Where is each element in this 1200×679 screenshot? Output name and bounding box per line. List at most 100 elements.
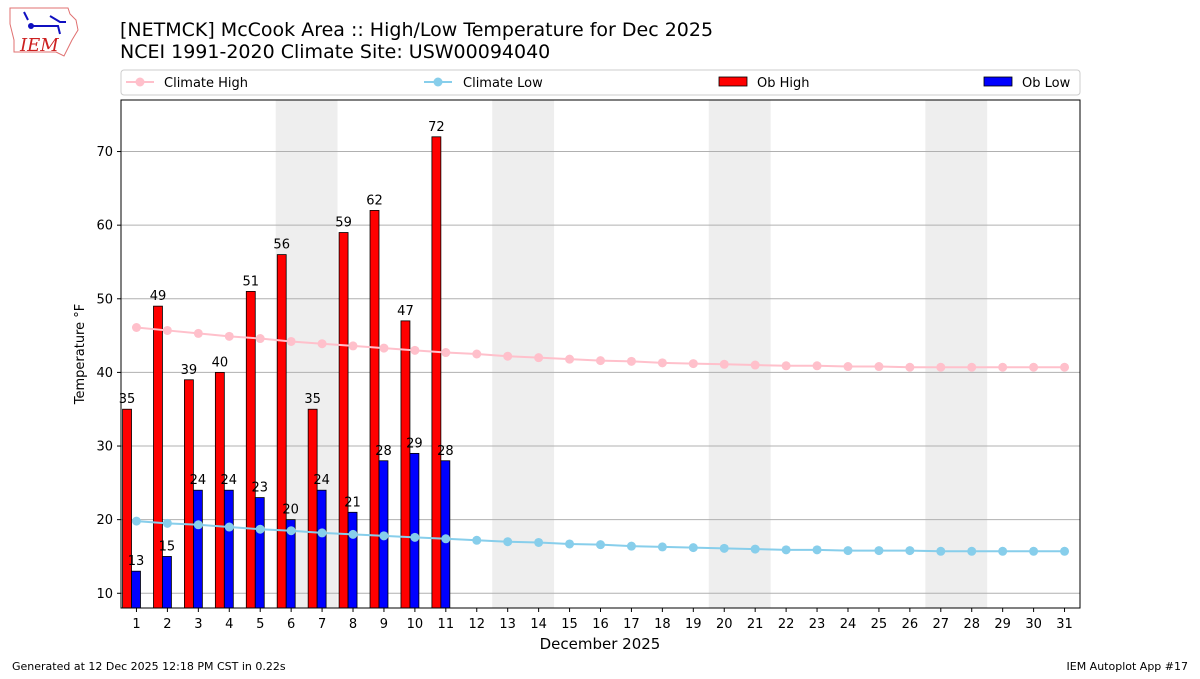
x-tick-label: 2 xyxy=(163,617,171,632)
climate-high-point xyxy=(1060,362,1070,372)
legend-ob-low: Ob Low xyxy=(1022,76,1071,91)
ob-high-label: 35 xyxy=(304,392,321,407)
x-tick-label: 24 xyxy=(840,617,857,632)
climate-low-point xyxy=(131,516,141,526)
climate-high-point xyxy=(967,362,977,372)
y-tick-label: 70 xyxy=(96,145,113,160)
climate-low-point xyxy=(1029,546,1039,556)
x-tick-label: 10 xyxy=(407,617,424,632)
ob-low-bar xyxy=(347,511,358,609)
climate-high-point xyxy=(131,322,141,332)
ob-high-bar xyxy=(153,305,163,609)
ob-low-label: 29 xyxy=(406,436,423,451)
ob-high-label: 56 xyxy=(273,238,290,253)
x-tick-label: 1 xyxy=(132,617,140,632)
x-tick-label: 22 xyxy=(778,617,795,632)
x-tick-label: 20 xyxy=(716,617,733,632)
climate-high-point xyxy=(317,339,327,349)
climate-high-point xyxy=(441,348,451,358)
legend: Climate High Climate Low Ob High Ob Low xyxy=(120,69,1081,96)
x-tick-label: 29 xyxy=(994,617,1011,632)
x-tick-label: 19 xyxy=(685,617,702,632)
ob-high-label: 47 xyxy=(397,304,414,319)
climate-low-point xyxy=(967,546,977,556)
climate-low-point xyxy=(750,544,760,554)
climate-low-point xyxy=(503,537,513,547)
climate-low-point xyxy=(472,535,482,545)
climate-high-point xyxy=(1029,362,1039,372)
ob-low-bar xyxy=(409,452,420,609)
x-tick-label: 13 xyxy=(499,617,516,632)
x-tick-label: 25 xyxy=(871,617,888,632)
y-axis-label: Temperature °F xyxy=(73,304,88,405)
ob-low-label: 20 xyxy=(282,503,299,518)
climate-low-point xyxy=(410,532,420,542)
chart-title: [NETMCK] McCook Area :: High/Low Tempera… xyxy=(120,19,713,41)
climate-low-point xyxy=(688,543,698,553)
climate-low-point xyxy=(534,537,544,547)
footer-app: IEM Autoplot App #17 xyxy=(1067,660,1189,673)
ob-high-bar xyxy=(276,254,287,609)
x-tick-label: 31 xyxy=(1056,617,1073,632)
footer-generated: Generated at 12 Dec 2025 12:18 PM CST in… xyxy=(12,660,286,673)
x-axis-label: December 2025 xyxy=(540,635,661,653)
ob-low-label: 28 xyxy=(437,444,454,459)
ob-high-bar xyxy=(307,408,318,609)
climate-low-point xyxy=(812,545,822,555)
weekend-shading xyxy=(492,100,555,608)
climate-high-point xyxy=(781,361,791,371)
x-tick-label: 27 xyxy=(933,617,950,632)
climate-high-point xyxy=(657,358,667,368)
x-tick-label: 3 xyxy=(194,617,202,632)
climate-high-point xyxy=(348,341,358,351)
ob-high-label: 49 xyxy=(150,289,167,304)
x-tick-label: 17 xyxy=(623,617,640,632)
y-tick-label: 40 xyxy=(96,366,113,381)
climate-low-point xyxy=(905,546,915,556)
ob-high-label: 59 xyxy=(335,216,352,231)
ob-high-bar xyxy=(184,379,194,609)
climate-low-point xyxy=(193,520,203,530)
climate-high-point xyxy=(534,353,544,363)
climate-high-point xyxy=(410,345,420,355)
ob-low-label: 13 xyxy=(128,554,145,569)
x-tick-label: 28 xyxy=(963,617,980,632)
climate-high-point xyxy=(750,360,760,370)
climate-low-point xyxy=(781,545,791,555)
climate-low-point xyxy=(596,540,605,550)
iem-logo: IEM xyxy=(9,7,79,57)
climate-low-point xyxy=(317,528,327,538)
ob-high-label: 62 xyxy=(366,193,383,208)
chart-subtitle: NCEI 1991-2020 Climate Site: USW00094040 xyxy=(120,41,550,63)
x-tick-label: 9 xyxy=(380,617,388,632)
legend-climate-low: Climate Low xyxy=(463,76,543,91)
ob-high-label: 39 xyxy=(181,363,198,378)
climate-low-point xyxy=(255,524,265,534)
ob-high-label: 35 xyxy=(119,392,136,407)
climate-low-point xyxy=(998,546,1008,556)
climate-high-point xyxy=(688,359,698,369)
x-tick-label: 14 xyxy=(530,617,547,632)
ob-low-bar xyxy=(162,556,172,609)
x-tick-label: 23 xyxy=(809,617,826,632)
y-tick-label: 10 xyxy=(96,587,113,602)
plot-frame xyxy=(120,99,1081,609)
climate-high-point xyxy=(936,362,946,372)
y-tick-label: 50 xyxy=(96,292,113,307)
ob-low-bar xyxy=(192,489,203,609)
x-tick-label: 12 xyxy=(468,617,485,632)
legend-climate-high: Climate High xyxy=(164,76,248,91)
ob-high-bar xyxy=(122,408,132,609)
y-tick-label: 30 xyxy=(96,440,113,455)
climate-high-point xyxy=(874,362,884,372)
ob-low-label: 23 xyxy=(251,481,268,496)
ob-low-label: 24 xyxy=(221,473,238,488)
x-tick-label: 18 xyxy=(654,617,671,632)
climate-high-point xyxy=(565,354,575,364)
climate-low-point xyxy=(379,531,389,541)
x-tick-label: 5 xyxy=(256,617,264,632)
climate-low-point xyxy=(874,546,884,556)
ob-high-bar xyxy=(338,232,349,609)
